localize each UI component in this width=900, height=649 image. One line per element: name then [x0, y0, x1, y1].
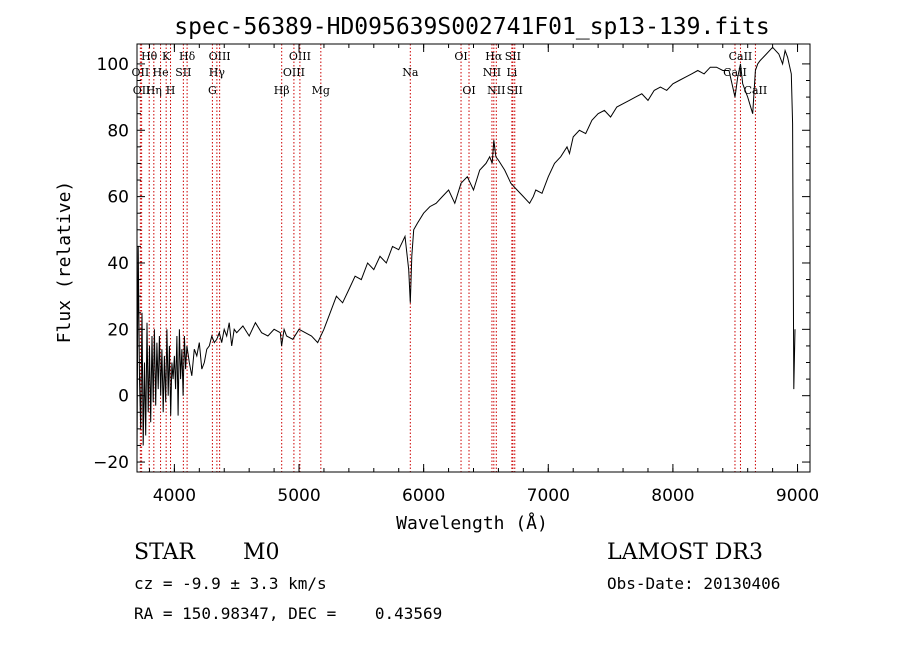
y-tick-label-3: 40: [107, 254, 129, 274]
x-tick-label-4: 8000: [651, 486, 694, 506]
y-tick-label-6: 100: [97, 55, 129, 75]
marker-label-26: CaII: [723, 66, 747, 79]
subclass: M0: [243, 540, 280, 565]
marker-label-20: SII: [505, 50, 521, 63]
y-tick-label-1: 0: [118, 387, 129, 407]
y-tick-label-4: 60: [107, 188, 129, 208]
marker-label-15: Mg: [312, 84, 330, 97]
spectrum-chart: spec-56389-HD095639S002741F01_sp13-139.f…: [54, 14, 819, 534]
marker-label-13: OIII: [283, 66, 305, 79]
spectral-line-markers: [139, 44, 756, 472]
marker-label-21: NII: [483, 66, 501, 79]
marker-label-19: Hα: [485, 50, 503, 63]
x-axis-label: Wavelength (Å): [396, 512, 548, 534]
marker-label-24: SII: [507, 84, 523, 97]
marker-label-12: OIII: [289, 50, 311, 63]
marker-label-18: OI: [462, 84, 475, 97]
marker-label-11: G: [208, 84, 217, 97]
x-tick-label-1: 5000: [277, 486, 320, 506]
spectrum-line: [136, 46, 796, 456]
marker-label-9: OIII: [209, 50, 231, 63]
y-axis-label: Flux (relative): [54, 181, 75, 344]
x-tick-label-3: 7000: [527, 486, 570, 506]
plot-frame: [136, 43, 811, 473]
y-tick-label-5: 80: [107, 121, 129, 141]
y-tick-label-2: 20: [107, 320, 129, 340]
coordinates: RA = 150.98347, DEC = 0.43569: [134, 604, 443, 623]
obs-date: Obs-Date: 20130406: [607, 574, 781, 593]
marker-label-4: He: [153, 66, 169, 79]
marker-label-22: Li: [506, 66, 517, 79]
object-class: STAR: [134, 540, 195, 565]
marker-label-0: Hθ: [141, 50, 158, 63]
marker-label-6: Hδ: [179, 50, 196, 63]
x-tick-label-2: 6000: [402, 486, 445, 506]
marker-label-3: K: [162, 50, 171, 63]
marker-label-14: Hβ: [274, 84, 290, 97]
x-tick-label-0: 4000: [153, 486, 196, 506]
y-axis: −20 0 20 40 60 80 100: [93, 55, 810, 473]
marker-label-17: OI: [454, 50, 467, 63]
marker-label-7: SII: [175, 66, 191, 79]
x-axis: 4000 5000 6000 7000 8000 9000: [148, 44, 819, 506]
y-tick-label-0: −20: [93, 453, 129, 473]
marker-label-25: CaII: [729, 50, 753, 63]
marker-label-10: Hγ: [209, 66, 226, 79]
x-tick-label-5: 9000: [776, 486, 819, 506]
marker-label-1: OII: [132, 66, 150, 79]
redshift-text: cz = -9.9 ± 3.3 km/s: [134, 574, 327, 593]
marker-label-5: Hη: [146, 84, 162, 97]
marker-label-23: NII: [487, 84, 505, 97]
marker-label-27: CaII: [744, 84, 768, 97]
survey-name: LAMOST DR3: [607, 540, 763, 565]
marker-label-8: H: [166, 84, 176, 97]
marker-label-16: Na: [402, 66, 419, 79]
chart-title: spec-56389-HD095639S002741F01_sp13-139.f…: [174, 14, 769, 40]
